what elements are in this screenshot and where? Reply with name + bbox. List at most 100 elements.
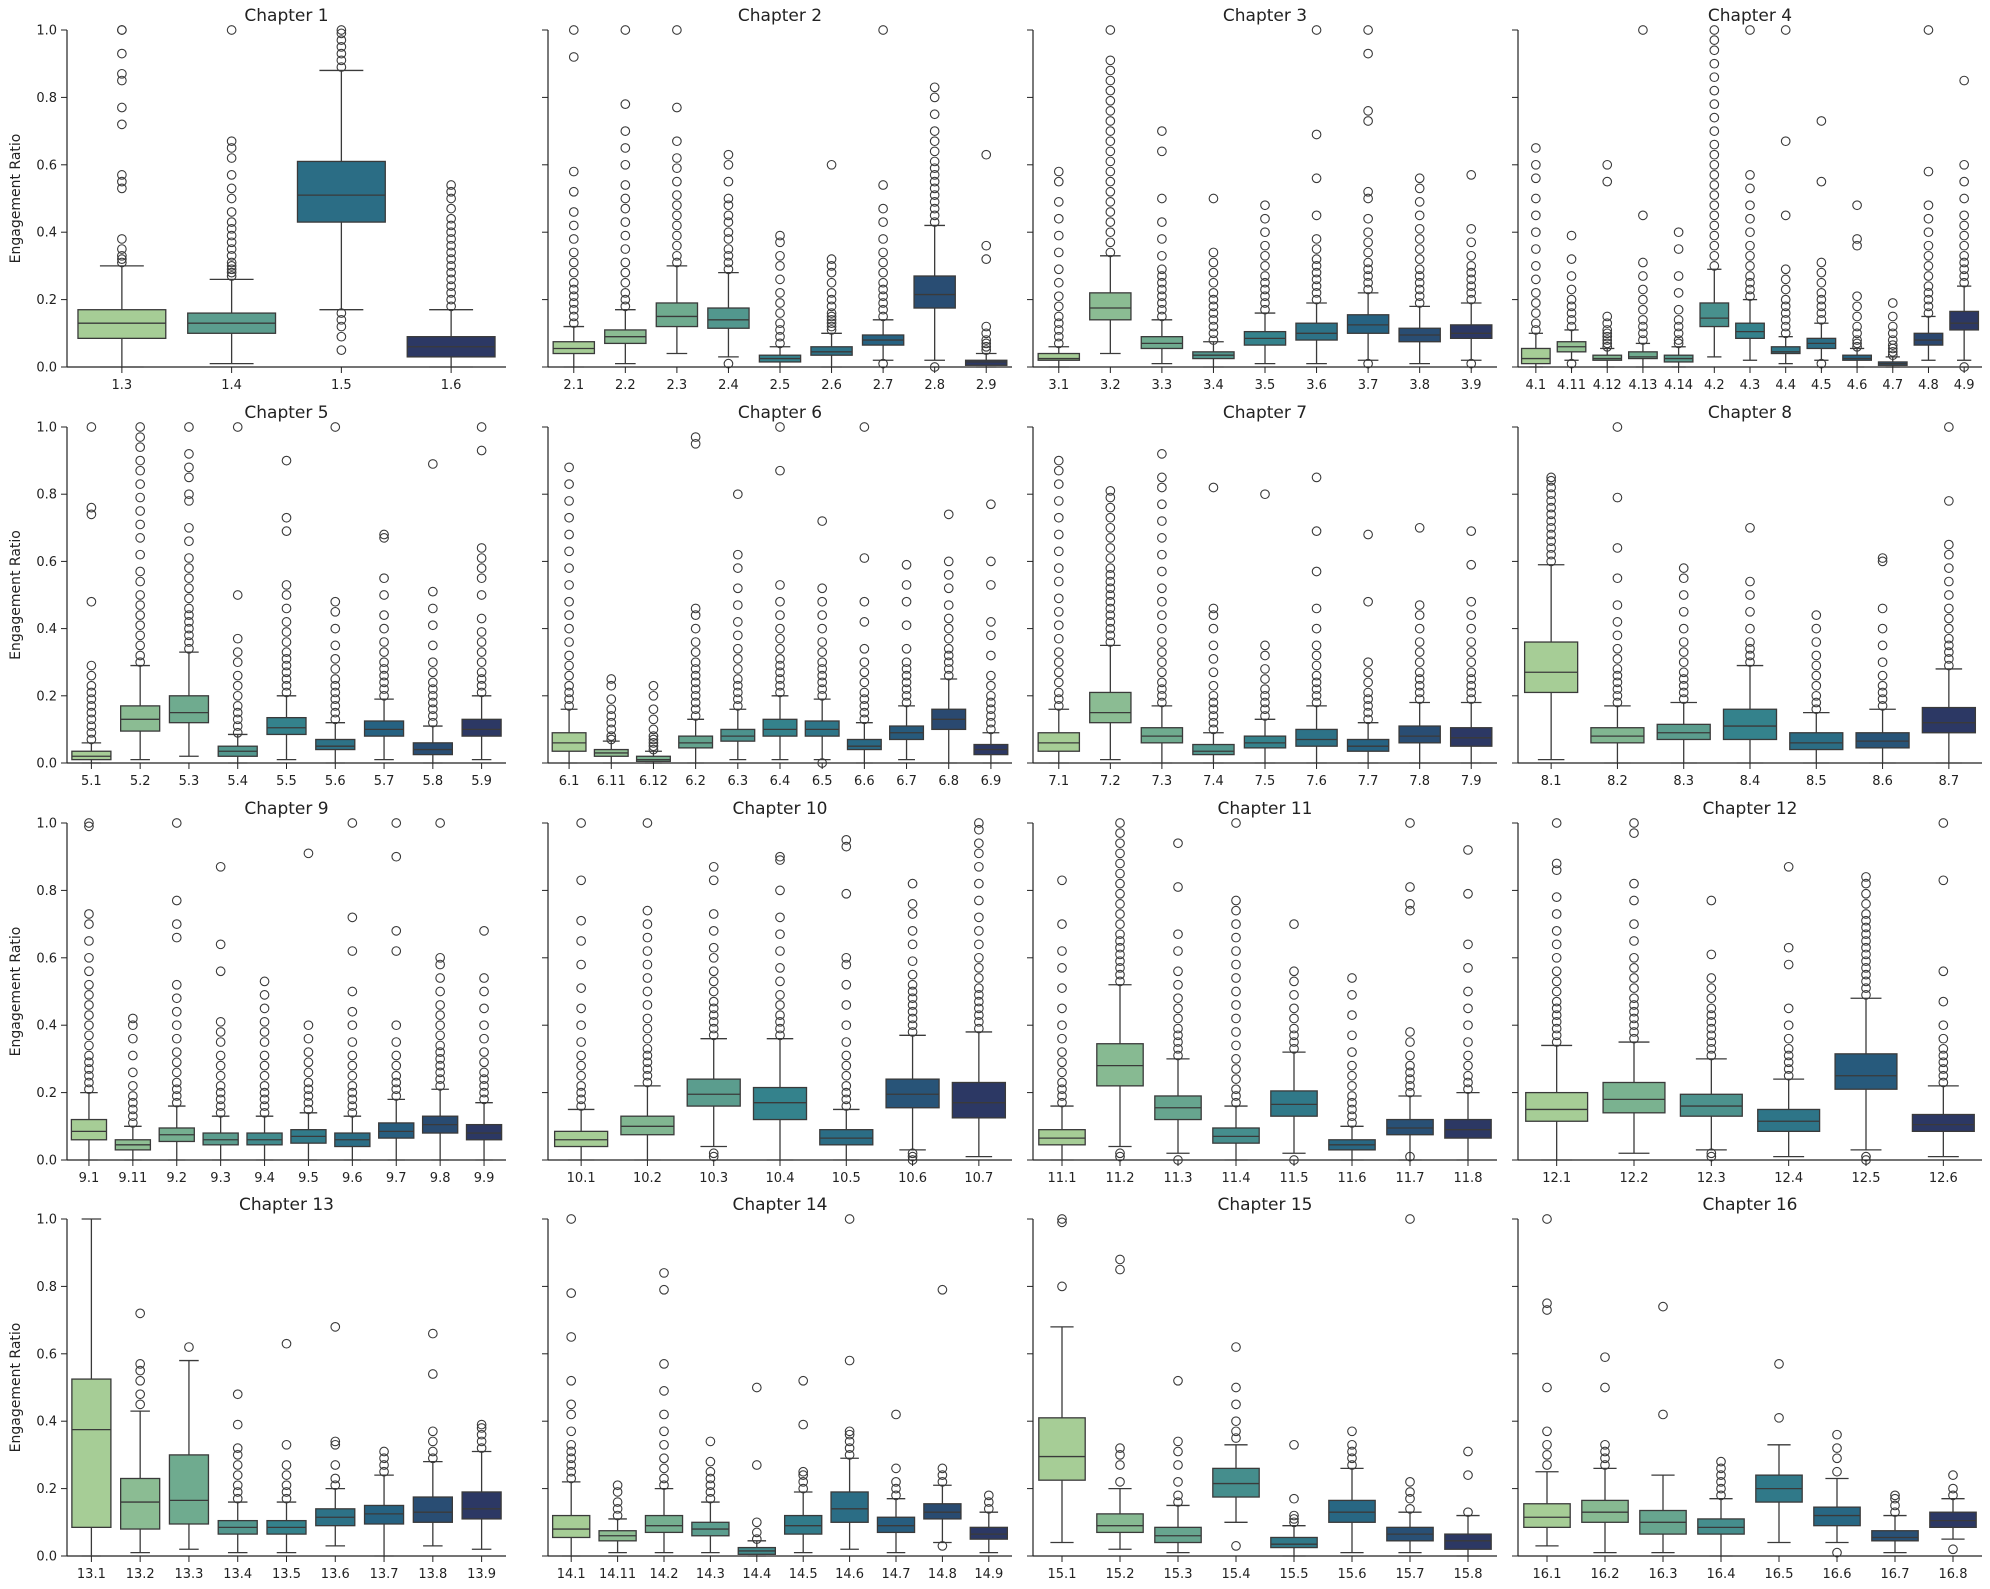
outlier-point — [128, 1091, 138, 1101]
outlier-point — [659, 1480, 669, 1491]
outlier-point — [708, 952, 719, 963]
outlier-point — [986, 617, 996, 627]
outlier-point — [690, 670, 701, 681]
box-16.3: 16.3 — [1639, 1301, 1687, 1582]
iqr-box — [552, 341, 596, 355]
outlier-point — [281, 1487, 292, 1497]
outlier-point — [1053, 694, 1064, 705]
outlier-point — [117, 68, 127, 79]
outlier-point — [1311, 650, 1322, 661]
outlier-point — [576, 1020, 586, 1031]
outlier-point — [974, 838, 984, 849]
outlier-point — [1629, 1000, 1639, 1010]
outlier-point — [1709, 99, 1720, 109]
outlier-point — [1551, 1003, 1562, 1014]
outlier-point — [732, 664, 743, 674]
outlier-point — [983, 1490, 994, 1501]
outlier-point — [1347, 1070, 1357, 1081]
outlier-point — [1260, 650, 1270, 661]
outlier-point — [1890, 1493, 1900, 1504]
outlier-point — [986, 670, 996, 681]
outlier-point — [476, 1436, 487, 1447]
outlier-point — [981, 335, 992, 345]
outlier-point — [379, 529, 389, 540]
outlier-point — [1414, 694, 1425, 705]
box-7.4: 7.4 — [1192, 482, 1235, 789]
outlier-point — [1311, 267, 1322, 278]
box-3.8: 3.8 — [1398, 173, 1441, 393]
outlier-point — [826, 294, 837, 305]
x-tick-label: 8.3 — [1673, 774, 1694, 789]
iqr-box — [1096, 1043, 1144, 1087]
box-3.9: 3.9 — [1449, 170, 1493, 393]
box-7.3: 7.3 — [1140, 449, 1184, 789]
outlier-point — [1231, 1013, 1241, 1024]
y-tick-label: 1.0 — [36, 24, 57, 39]
outlier-point — [974, 939, 984, 950]
outlier-point — [1053, 563, 1064, 573]
iqr-box — [120, 705, 161, 732]
box-16.7: 16.7 — [1871, 1490, 1919, 1582]
outlier-point — [1938, 996, 1949, 1007]
outlier-point — [226, 261, 237, 271]
outlier-point — [1852, 335, 1862, 345]
outlier-point — [642, 1000, 653, 1010]
outlier-point — [732, 617, 743, 627]
outlier-point — [226, 244, 237, 254]
outlier-point — [1811, 670, 1822, 681]
outlier-point — [303, 1020, 314, 1031]
iqr-box — [1192, 743, 1235, 756]
x-tick-label: 5.6 — [325, 774, 346, 789]
outlier-point — [1053, 166, 1064, 177]
outlier-point — [1783, 1020, 1794, 1031]
x-tick-label: 15.2 — [1106, 1567, 1135, 1582]
outlier-point — [798, 1470, 809, 1480]
box-14.6: 14.6 — [830, 1214, 869, 1582]
outlier-point — [1231, 1342, 1241, 1352]
outlier-point — [1745, 213, 1755, 224]
outlier-point — [1602, 176, 1613, 187]
iqr-box — [819, 1129, 874, 1146]
outlier-point — [1959, 193, 1970, 204]
outlier-point — [690, 664, 701, 674]
outlier-point — [1231, 1416, 1241, 1427]
outlier-point — [281, 1493, 292, 1504]
outlier-point — [568, 304, 579, 315]
panel-4: Chapter 44.1 4.11 4.12 4.13 4.14 4.2 4.3 4.4 4.5… — [1512, 6, 1982, 393]
outlier-point — [1311, 173, 1322, 184]
outlier-point — [606, 674, 617, 684]
outlier-point — [1877, 623, 1888, 634]
outlier-point — [1638, 25, 1648, 35]
outlier-point — [672, 257, 682, 268]
outlier-point — [476, 563, 487, 573]
x-tick-label: 15.5 — [1280, 1567, 1309, 1582]
outlier-point — [751, 1534, 762, 1544]
outlier-point — [391, 1060, 402, 1071]
outlier-point — [391, 1037, 402, 1047]
box-6.7: 6.7 — [889, 559, 925, 789]
outlier-point — [479, 1067, 489, 1078]
outlier-point — [1811, 650, 1822, 661]
iqr-box — [71, 750, 112, 761]
x-tick-label: 11.1 — [1048, 1171, 1077, 1186]
outlier-point — [1157, 677, 1167, 688]
outlier-point — [1157, 549, 1167, 560]
outlier-point — [1057, 919, 1067, 929]
outlier-point — [878, 234, 888, 244]
outlier-point — [576, 915, 586, 926]
y-tick-label: 0.2 — [36, 689, 57, 704]
outlier-point — [391, 1020, 402, 1031]
outlier-point — [1363, 714, 1373, 725]
outlier-point — [259, 1087, 270, 1098]
outlier-point — [1745, 183, 1755, 194]
outlier-point — [1811, 637, 1822, 647]
outlier-point — [705, 1493, 716, 1504]
outlier-point — [1551, 976, 1562, 987]
outlier-point — [1157, 610, 1167, 621]
outlier-point — [568, 267, 579, 278]
outlier-point — [1347, 990, 1357, 1000]
outlier-point — [929, 92, 940, 103]
outlier-point — [1783, 942, 1794, 953]
outlier-point — [775, 250, 785, 261]
